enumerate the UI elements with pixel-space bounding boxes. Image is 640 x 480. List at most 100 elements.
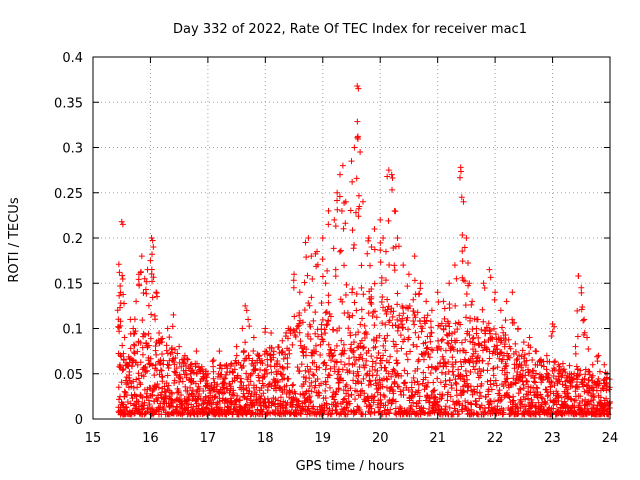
data-point-dense — [306, 383, 313, 390]
data-point-dense — [154, 397, 161, 404]
data-point-dense — [356, 406, 363, 413]
data-point-cluster — [150, 274, 157, 281]
data-point — [520, 339, 527, 346]
y-tick-label: 0 — [75, 413, 83, 428]
data-point-dense — [384, 332, 391, 339]
data-point — [503, 298, 510, 305]
data-point-cluster — [332, 223, 339, 230]
data-point-dense — [512, 348, 519, 355]
data-point-dense — [439, 336, 446, 343]
data-point-cluster — [325, 292, 332, 299]
data-point-dense — [444, 397, 451, 404]
data-point-dense — [305, 407, 312, 414]
data-point-dense — [234, 392, 241, 399]
data-point-cluster — [551, 323, 558, 330]
data-point-dense — [450, 346, 457, 353]
data-point-dense — [490, 365, 497, 372]
data-point-dense — [164, 361, 171, 368]
data-point-cluster — [527, 344, 534, 351]
data-point-dense — [484, 378, 491, 385]
data-point-dense — [380, 304, 387, 311]
data-point — [405, 271, 412, 278]
data-point-cluster — [486, 328, 493, 335]
data-point-dense — [362, 411, 369, 418]
data-point-dense — [135, 370, 142, 377]
data-point-dense — [538, 394, 545, 401]
data-point-cluster — [220, 384, 227, 391]
data-point-cluster — [116, 292, 123, 299]
data-point — [115, 261, 122, 268]
data-point-cluster — [573, 363, 580, 370]
data-point-dense — [302, 367, 309, 374]
data-point-dense — [340, 350, 347, 357]
data-point-dense — [385, 370, 392, 377]
data-point-dense — [172, 355, 179, 362]
data-point-dense — [344, 366, 351, 373]
data-point-dense — [520, 385, 527, 392]
data-point-dense — [532, 370, 539, 377]
data-point-dense — [463, 372, 470, 379]
data-point-dense — [355, 372, 362, 379]
data-point-dense — [225, 409, 232, 416]
data-point-dense — [577, 393, 584, 400]
data-point-dense — [567, 395, 574, 402]
data-point-dense — [388, 373, 395, 380]
data-point-dense — [248, 370, 255, 377]
data-point-dense — [521, 351, 528, 358]
data-point-dense — [559, 360, 566, 367]
data-point-cluster — [424, 312, 431, 319]
data-point — [355, 85, 362, 92]
data-point — [204, 370, 211, 377]
data-point-cluster — [481, 284, 488, 291]
data-point-cluster — [240, 348, 247, 355]
data-point-dense — [338, 337, 345, 344]
data-point-dense — [304, 333, 311, 340]
data-point-dense — [161, 383, 168, 390]
data-point-dense — [597, 394, 604, 401]
data-point-dense — [167, 389, 174, 396]
data-point-dense — [396, 403, 403, 410]
data-point-dense — [477, 372, 484, 379]
data-point — [581, 316, 588, 323]
data-point-cluster — [142, 286, 149, 293]
data-point-dense — [327, 313, 334, 320]
data-point-dense — [494, 342, 501, 349]
x-axis-label: GPS time / hours — [296, 459, 405, 474]
data-point-dense — [382, 364, 389, 371]
data-point-cluster — [391, 262, 398, 269]
data-point-dense — [332, 391, 339, 398]
data-point-cluster — [243, 355, 250, 362]
data-point-dense — [379, 320, 386, 327]
data-point-dense — [207, 390, 214, 397]
data-point-dense — [507, 345, 514, 352]
data-point-cluster — [399, 315, 406, 322]
data-point-dense — [374, 367, 381, 374]
data-point — [460, 198, 467, 205]
data-point-dense — [306, 394, 313, 401]
data-point-cluster — [149, 237, 156, 244]
data-point-dense — [332, 399, 339, 406]
data-point-dense — [303, 346, 310, 353]
data-point-dense — [386, 410, 393, 417]
data-point-cluster — [199, 373, 206, 380]
data-point-dense — [396, 312, 403, 319]
data-point-dense — [347, 332, 354, 339]
data-point-dense — [471, 366, 478, 373]
data-point-dense — [171, 368, 178, 375]
data-point — [150, 244, 157, 251]
data-point — [382, 248, 389, 255]
data-point-dense — [404, 314, 411, 321]
data-point-dense — [449, 368, 456, 375]
data-point — [268, 330, 275, 337]
data-point-dense — [341, 347, 348, 354]
data-point-cluster — [323, 308, 330, 315]
data-point-dense — [310, 403, 317, 410]
data-point — [394, 235, 401, 241]
data-point-cluster — [119, 342, 126, 349]
data-point-cluster — [148, 311, 155, 318]
y-tick-label: 0.25 — [54, 187, 83, 202]
data-point-dense — [418, 328, 425, 335]
y-tick-label: 0.2 — [62, 232, 83, 247]
data-point-dense — [299, 319, 306, 326]
data-point-dense — [272, 387, 279, 394]
